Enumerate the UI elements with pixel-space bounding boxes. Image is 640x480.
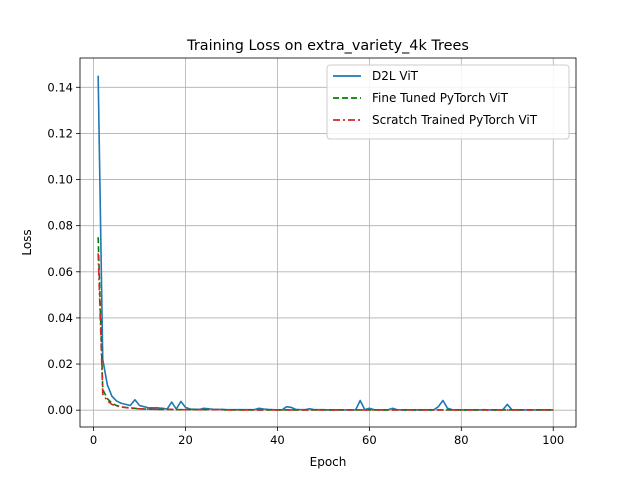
legend-box bbox=[326, 64, 570, 140]
x-tick-label: 40 bbox=[270, 433, 285, 447]
y-tick-label: 0.14 bbox=[47, 80, 73, 94]
y-tick-label: 0.00 bbox=[47, 403, 73, 417]
y-axis-label: Loss bbox=[20, 229, 34, 255]
x-axis-label: Epoch bbox=[310, 455, 347, 469]
x-tick-label: 100 bbox=[542, 433, 564, 447]
plot-area-frame bbox=[79, 57, 577, 428]
legend: D2L ViT Fine Tuned PyTorch ViT Scratch Tra… bbox=[326, 64, 570, 140]
x-tick-label: 80 bbox=[454, 433, 469, 447]
legend-label: Fine Tuned PyTorch ViT bbox=[372, 91, 509, 105]
legend-label: D2L ViT bbox=[372, 69, 419, 83]
series-line-3 bbox=[97, 253, 554, 411]
y-tick-label: 0.04 bbox=[47, 311, 73, 325]
y-tick-label: 0.02 bbox=[47, 357, 73, 371]
legend-label: Scratch Trained PyTorch ViT bbox=[372, 113, 538, 127]
series-lines bbox=[97, 75, 554, 411]
y-tick-label: 0.06 bbox=[47, 265, 73, 279]
axis-ticks: 0 20 40 60 80 100 0.00 0.02 0.04 0.06 0.08 0.10 0.12… bbox=[47, 80, 564, 447]
x-tick-label: 20 bbox=[178, 433, 193, 447]
y-tick-label: 0.12 bbox=[47, 126, 73, 140]
x-tick-label: 0 bbox=[90, 433, 97, 447]
chart-title: Training Loss on extra_variety_4k Trees bbox=[186, 38, 469, 54]
x-tick-label: 60 bbox=[362, 433, 377, 447]
y-tick-label: 0.10 bbox=[47, 173, 73, 187]
y-tick-label: 0.08 bbox=[47, 219, 73, 233]
